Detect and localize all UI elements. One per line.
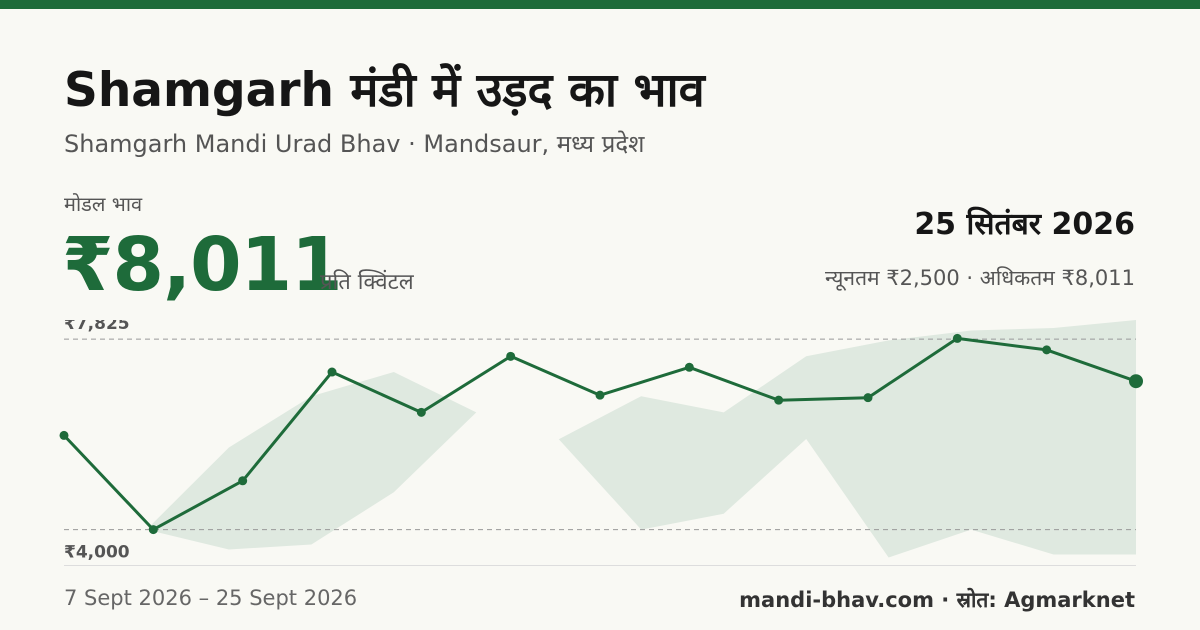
y-tick-label: ₹7,825 [64,320,130,334]
min-max-price: न्यूनतम ₹2,500 · अधिकतम ₹8,011 [825,266,1135,290]
latest-point [1129,374,1143,389]
data-point [863,393,873,403]
date-range: 7 Sept 2026 – 25 Sept 2026 [64,586,358,610]
footer-divider [64,565,1136,566]
price-date: 25 सितंबर 2026 [914,207,1135,242]
y-tick-label: ₹4,000 [64,543,130,560]
data-point [595,390,605,400]
top-accent-bar [0,0,1200,9]
min-max-band [146,320,1136,558]
price-chart: ₹7,825 ₹4,000 [59,320,1143,560]
data-point [327,367,337,377]
data-point [59,430,69,440]
modal-price-value: ₹8,011 [62,222,343,308]
page-subtitle: Shamgarh Mandi Urad Bhav · Mandsaur, मध्… [64,130,645,158]
modal-price-label: मोडल भाव [64,192,143,216]
data-point [148,525,158,535]
data-point [416,407,426,417]
page-title: Shamgarh मंडी में उड़द का भाव [64,63,705,118]
data-point [952,333,962,343]
data-point [1042,345,1052,355]
data-point [774,395,784,405]
data-point [506,351,516,361]
data-point [684,362,694,372]
data-point [238,476,248,486]
price-unit: प्रति क्विंटल [320,270,414,295]
source-credit: mandi-bhav.com · स्रोत: Agmarknet [739,588,1135,612]
